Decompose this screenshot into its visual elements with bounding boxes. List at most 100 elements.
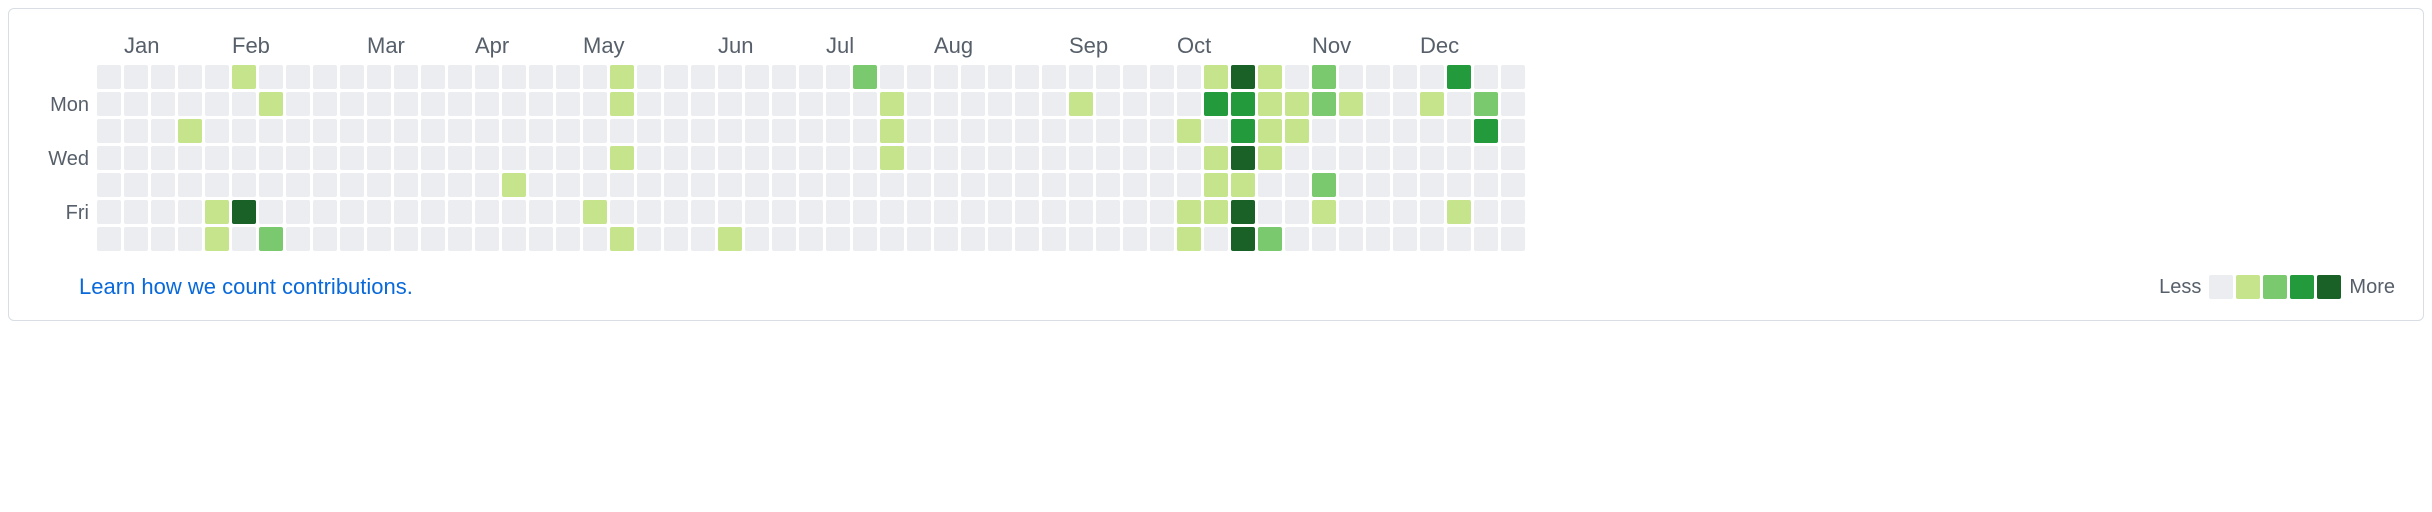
contribution-cell[interactable] — [718, 227, 742, 251]
contribution-cell[interactable] — [1150, 173, 1174, 197]
contribution-cell[interactable] — [151, 227, 175, 251]
contribution-cell[interactable] — [1123, 119, 1147, 143]
contribution-cell[interactable] — [799, 200, 823, 224]
contribution-cell[interactable] — [448, 200, 472, 224]
contribution-cell[interactable] — [880, 92, 904, 116]
contribution-cell[interactable] — [313, 173, 337, 197]
contribution-cell[interactable] — [1177, 119, 1201, 143]
contribution-cell[interactable] — [961, 92, 985, 116]
contribution-cell[interactable] — [340, 200, 364, 224]
contribution-cell[interactable] — [1420, 65, 1444, 89]
contribution-cell[interactable] — [1231, 65, 1255, 89]
contribution-cell[interactable] — [421, 146, 445, 170]
contribution-cell[interactable] — [691, 146, 715, 170]
contribution-cell[interactable] — [205, 119, 229, 143]
contribution-cell[interactable] — [1393, 200, 1417, 224]
contribution-cell[interactable] — [124, 173, 148, 197]
contribution-cell[interactable] — [124, 200, 148, 224]
contribution-cell[interactable] — [637, 200, 661, 224]
contribution-cell[interactable] — [1231, 92, 1255, 116]
contribution-cell[interactable] — [205, 227, 229, 251]
contribution-cell[interactable] — [1312, 119, 1336, 143]
contribution-cell[interactable] — [151, 65, 175, 89]
contribution-cell[interactable] — [502, 227, 526, 251]
contribution-cell[interactable] — [1069, 227, 1093, 251]
contribution-cell[interactable] — [232, 119, 256, 143]
contribution-cell[interactable] — [934, 65, 958, 89]
contribution-cell[interactable] — [718, 119, 742, 143]
contribution-cell[interactable] — [259, 227, 283, 251]
contribution-cell[interactable] — [421, 200, 445, 224]
contribution-cell[interactable] — [97, 65, 121, 89]
contribution-cell[interactable] — [1339, 92, 1363, 116]
contribution-cell[interactable] — [340, 146, 364, 170]
contribution-cell[interactable] — [124, 227, 148, 251]
contribution-cell[interactable] — [502, 65, 526, 89]
contribution-cell[interactable] — [340, 173, 364, 197]
contribution-cell[interactable] — [583, 173, 607, 197]
contribution-cell[interactable] — [556, 65, 580, 89]
contribution-cell[interactable] — [151, 146, 175, 170]
contribution-cell[interactable] — [691, 200, 715, 224]
contribution-cell[interactable] — [1069, 146, 1093, 170]
contribution-cell[interactable] — [799, 173, 823, 197]
contribution-cell[interactable] — [529, 65, 553, 89]
contribution-cell[interactable] — [394, 146, 418, 170]
contribution-cell[interactable] — [826, 65, 850, 89]
contribution-cell[interactable] — [1366, 200, 1390, 224]
contribution-cell[interactable] — [826, 200, 850, 224]
contribution-cell[interactable] — [610, 92, 634, 116]
contribution-cell[interactable] — [286, 200, 310, 224]
contribution-cell[interactable] — [367, 65, 391, 89]
contribution-cell[interactable] — [1069, 92, 1093, 116]
contribution-cell[interactable] — [718, 92, 742, 116]
contribution-cell[interactable] — [1231, 119, 1255, 143]
contribution-cell[interactable] — [1150, 65, 1174, 89]
contribution-cell[interactable] — [691, 227, 715, 251]
contribution-cell[interactable] — [907, 146, 931, 170]
contribution-cell[interactable] — [421, 65, 445, 89]
contribution-cell[interactable] — [1204, 227, 1228, 251]
contribution-cell[interactable] — [610, 173, 634, 197]
contribution-cell[interactable] — [1204, 146, 1228, 170]
contribution-cell[interactable] — [1015, 200, 1039, 224]
contribution-cell[interactable] — [1474, 173, 1498, 197]
contribution-cell[interactable] — [637, 146, 661, 170]
contribution-cell[interactable] — [178, 227, 202, 251]
contribution-cell[interactable] — [286, 146, 310, 170]
contribution-cell[interactable] — [1339, 146, 1363, 170]
contribution-cell[interactable] — [448, 146, 472, 170]
contribution-cell[interactable] — [1339, 173, 1363, 197]
contribution-cell[interactable] — [340, 65, 364, 89]
contribution-cell[interactable] — [1258, 119, 1282, 143]
contribution-cell[interactable] — [1204, 119, 1228, 143]
contribution-cell[interactable] — [151, 200, 175, 224]
contribution-cell[interactable] — [934, 146, 958, 170]
contribution-cell[interactable] — [529, 227, 553, 251]
contribution-cell[interactable] — [1204, 65, 1228, 89]
contribution-cell[interactable] — [583, 200, 607, 224]
contribution-cell[interactable] — [421, 173, 445, 197]
contribution-cell[interactable] — [853, 173, 877, 197]
contribution-cell[interactable] — [232, 65, 256, 89]
contribution-cell[interactable] — [205, 173, 229, 197]
contribution-cell[interactable] — [664, 92, 688, 116]
contribution-cell[interactable] — [853, 227, 877, 251]
contribution-cell[interactable] — [583, 146, 607, 170]
contribution-cell[interactable] — [934, 173, 958, 197]
contribution-cell[interactable] — [340, 92, 364, 116]
contribution-cell[interactable] — [664, 65, 688, 89]
contribution-cell[interactable] — [1150, 200, 1174, 224]
contribution-cell[interactable] — [907, 227, 931, 251]
contribution-cell[interactable] — [1339, 119, 1363, 143]
contribution-cell[interactable] — [1312, 92, 1336, 116]
contribution-cell[interactable] — [502, 119, 526, 143]
contribution-cell[interactable] — [664, 200, 688, 224]
contribution-cell[interactable] — [124, 119, 148, 143]
contribution-cell[interactable] — [475, 92, 499, 116]
contribution-cell[interactable] — [1420, 227, 1444, 251]
contribution-cell[interactable] — [205, 200, 229, 224]
contribution-cell[interactable] — [583, 92, 607, 116]
contribution-cell[interactable] — [475, 200, 499, 224]
contribution-cell[interactable] — [1366, 173, 1390, 197]
